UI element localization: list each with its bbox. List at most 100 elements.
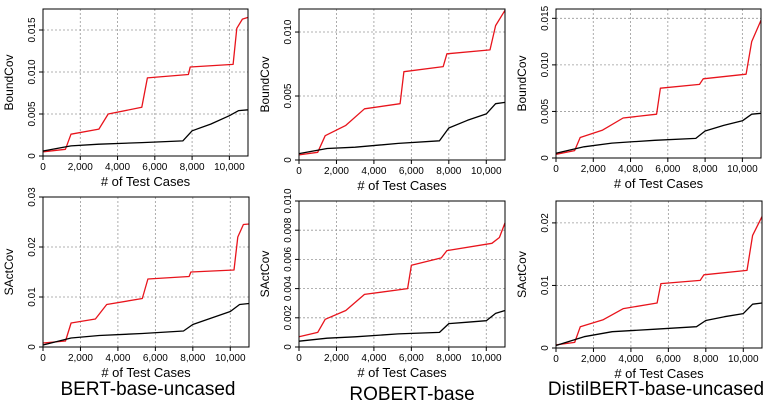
axes-frame [42,196,250,348]
x-axis-label: # of Test Cases [357,178,447,193]
y-tick-label: 0.002 [283,305,294,330]
chart-panel-0: 0 2,000 4,000 6,000 8,000 10,000 0 0.005 0.010 0.… [2,8,249,189]
series-line-0 [298,9,506,156]
axes-frame [42,8,249,157]
y-tick-label: 0 [27,344,38,350]
axes-frame [298,8,506,161]
x-tick-label: 6,000 [142,162,167,173]
x-tick-label: 2,000 [68,162,93,173]
series-line-0 [555,19,762,155]
y-tick-label: 0 [283,157,294,163]
x-tick-label: 10,000 [471,353,502,364]
y-tick-label: 0.005 [283,83,294,108]
x-tick-label: 8,000 [436,353,461,364]
x-tick-label: 10,000 [728,354,759,365]
x-tick-label: 4,000 [105,353,130,364]
x-tick-label: 0 [40,353,46,364]
x-axis-label: # of Test Cases [101,174,191,189]
x-tick-label: 2,000 [68,353,93,364]
x-tick-label: 10,000 [471,166,502,177]
series-line-0 [42,223,250,344]
y-tick-label: 0.01 [540,275,551,295]
x-tick-label: 8,000 [693,354,718,365]
series-line-1 [298,101,506,155]
series-line-1 [42,109,249,152]
column-title-bert: BERT-base-uncased [60,379,236,400]
x-tick-label: 10,000 [727,164,758,175]
x-axis-label: # of Test Cases [101,365,191,380]
x-axis-label: # of Test Cases [614,176,704,191]
x-tick-label: 6,000 [143,353,168,364]
x-tick-label: 6,000 [399,166,424,177]
x-tick-label: 8,000 [180,353,205,364]
y-tick-label: 0.005 [27,101,38,126]
y-tick-label: 0.010 [283,188,294,213]
x-tick-label: 2,000 [324,353,349,364]
x-tick-label: 0 [296,353,302,364]
y-tick-label: 0.008 [283,217,294,242]
chart-panel-4: 0 2,000 4,000 6,000 8,000 10,000 0 0.002 0.004 0.… [258,188,506,380]
x-tick-label: 8,000 [180,162,205,173]
series-line-0 [298,222,506,338]
x-tick-label: 4,000 [618,354,643,365]
y-tick-label: 0.015 [27,17,38,42]
x-tick-label: 2,000 [581,164,606,175]
y-tick-label: 0.010 [540,52,551,77]
x-tick-label: 4,000 [105,162,130,173]
x-tick-label: 4,000 [361,353,386,364]
x-tick-label: 6,000 [399,353,424,364]
y-tick-label: 0.01 [27,287,38,307]
y-tick-label: 0 [27,153,38,159]
y-tick-label: 0.006 [283,246,294,271]
x-tick-label: 2,000 [581,354,606,365]
y-tick-label: 0.010 [283,19,294,44]
x-tick-label: 6,000 [655,164,680,175]
x-tick-label: 2,000 [324,166,349,177]
y-axis-label: BoundCov [258,56,272,112]
x-tick-label: 0 [296,166,302,177]
series-line-1 [42,302,250,346]
y-tick-label: 0.03 [27,187,38,207]
series-line-1 [298,309,506,342]
y-tick-label: 0.02 [27,237,38,257]
x-tick-label: 10,000 [215,353,246,364]
x-tick-label: 0 [40,162,46,173]
x-tick-label: 8,000 [436,166,461,177]
y-axis-label: SActCov [258,251,272,298]
chart-panel-3: 0 2,000 4,000 6,000 8,000 10,000 0 0.01 0.02 0.03… [2,187,250,380]
x-tick-label: 4,000 [618,164,643,175]
y-tick-label: 0 [540,345,551,351]
x-axis-label: # of Test Cases [614,366,704,381]
y-tick-label: 0.02 [540,213,551,233]
chart-panel-2: 0 2,000 4,000 6,000 8,000 10,000 0 0.005 0.010 0.… [515,5,762,191]
x-tick-label: 6,000 [656,354,681,365]
y-axis-label: SActCov [515,251,529,298]
series-line-1 [555,302,763,347]
x-tick-label: 8,000 [693,164,718,175]
y-tick-label: 0.015 [540,5,551,30]
axes-frame [555,200,763,349]
chart-panel-1: 0 2,000 4,000 6,000 8,000 10,000 0 0.005 0.010 # … [258,8,506,193]
x-axis-label: # of Test Cases [357,365,447,380]
series-line-1 [555,112,762,154]
y-tick-label: 0.005 [540,98,551,123]
chart-panel-5: 0 2,000 4,000 6,000 8,000 10,000 0 0.01 0.02 # of… [515,200,763,381]
series-line-0 [555,216,763,346]
y-axis-label: SActCov [2,249,16,296]
y-tick-label: 0 [283,344,294,350]
axes-frame [298,200,506,348]
y-axis-label: BoundCov [2,54,16,110]
x-tick-label: 0 [553,164,559,175]
y-tick-label: 0.004 [283,276,294,301]
axes-frame [555,8,762,159]
series-line-0 [42,16,249,153]
column-title-roberta: ROBERT-base [349,384,475,405]
x-tick-label: 10,000 [214,162,245,173]
y-tick-label: 0.010 [27,59,38,84]
y-axis-label: BoundCov [515,55,529,111]
y-tick-label: 0 [540,155,551,161]
column-title-distilbert: DistilBERT-base-uncased [547,379,765,400]
x-tick-label: 0 [553,354,559,365]
x-tick-label: 4,000 [361,166,386,177]
